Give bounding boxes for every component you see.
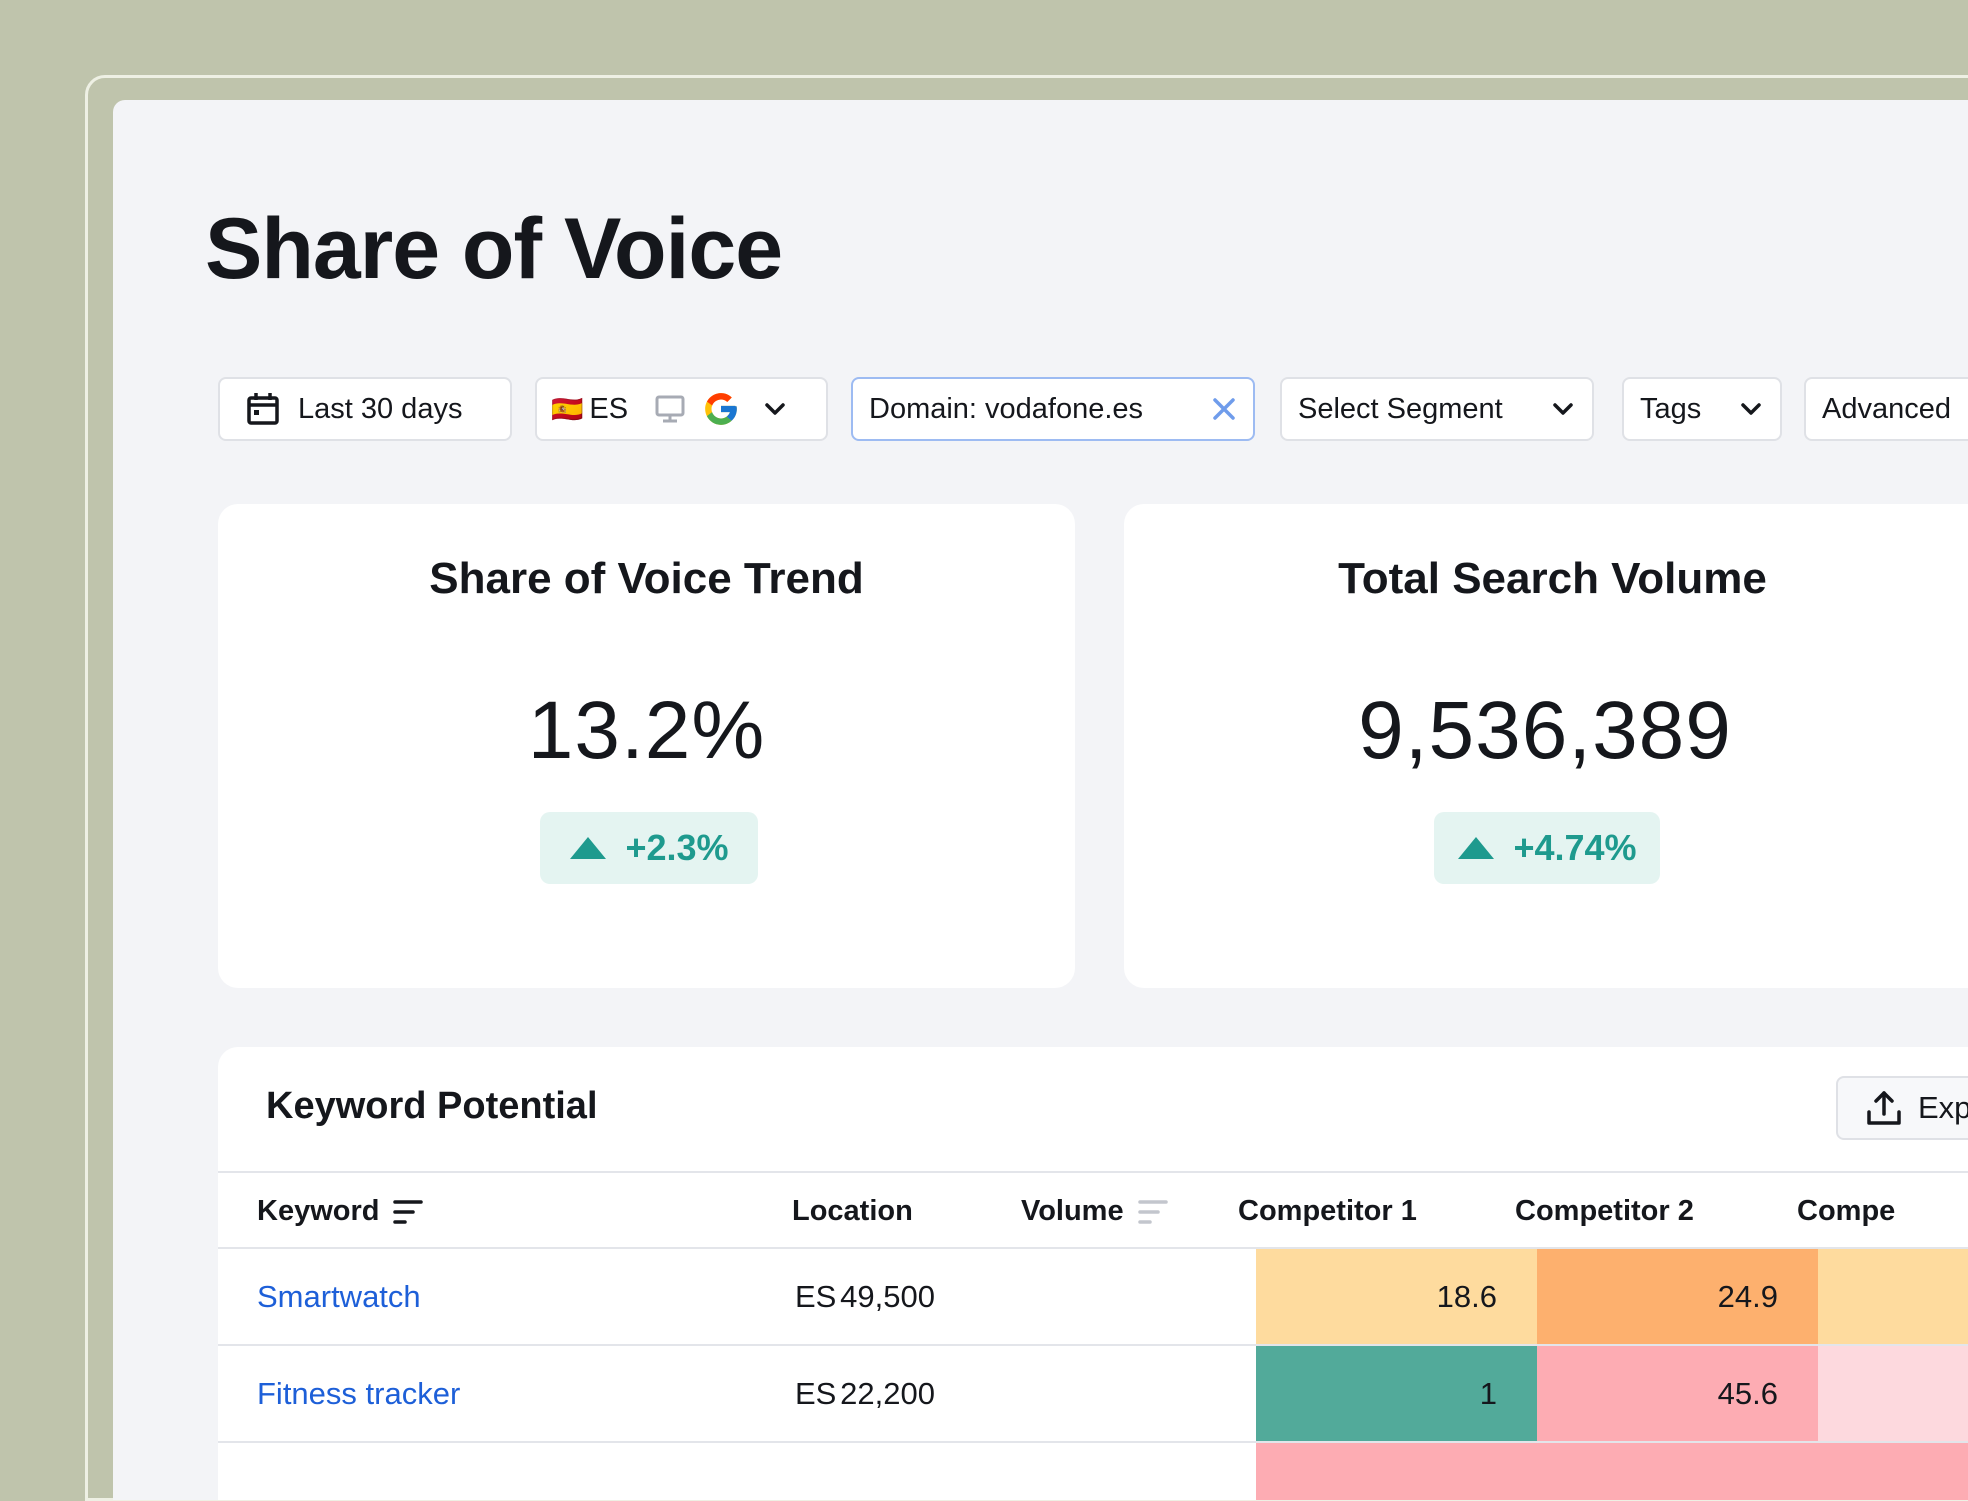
- table-row: Fitness tracker ES 22,200 1 45.6: [218, 1346, 1968, 1443]
- column-header-competitor-2[interactable]: Competitor 2: [1515, 1195, 1694, 1227]
- competitor-3-cell: [1818, 1346, 1968, 1441]
- location-cell: ES: [795, 1376, 837, 1411]
- column-header-keyword[interactable]: Keyword: [257, 1195, 424, 1228]
- advanced-filter-label: Advanced: [1822, 392, 1951, 425]
- competitor-cell: [1256, 1443, 1968, 1500]
- export-label: Exp: [1918, 1090, 1968, 1125]
- card-title: Total Search Volume: [1338, 554, 1767, 603]
- domain-filter[interactable]: Domain: vodafone.es: [851, 377, 1255, 441]
- spain-flag-icon: 🇪🇸: [551, 393, 584, 424]
- sort-icon[interactable]: [393, 1199, 424, 1225]
- competitor-2-cell: 45.6: [1537, 1346, 1818, 1441]
- column-label: Volume: [1021, 1195, 1124, 1227]
- table-row: Smartwatch ES 49,500 18.6 24.9: [218, 1249, 1968, 1346]
- location-engine-filter[interactable]: 🇪🇸 ES: [535, 377, 828, 441]
- column-label: Keyword: [257, 1195, 380, 1227]
- upload-icon: [1866, 1090, 1902, 1126]
- keyword-link[interactable]: Smartwatch: [257, 1279, 421, 1314]
- sort-icon[interactable]: [1137, 1199, 1168, 1225]
- change-value: +4.74%: [1513, 827, 1637, 868]
- chevron-down-icon: [1550, 396, 1576, 422]
- column-header-competitor-1[interactable]: Competitor 1: [1238, 1195, 1417, 1227]
- change-badge: +2.3%: [540, 812, 758, 884]
- segment-select-label: Select Segment: [1298, 392, 1503, 425]
- export-button[interactable]: Exp: [1836, 1076, 1968, 1140]
- country-code: ES: [589, 392, 629, 425]
- page-title: Share of Voice: [205, 201, 783, 297]
- table-header: Keyword Location Volume Competitor 1 Com…: [218, 1171, 1968, 1249]
- keyword-link[interactable]: Fitness tracker: [257, 1376, 461, 1411]
- advanced-filter[interactable]: Advanced: [1804, 377, 1968, 441]
- calendar-icon: [246, 392, 280, 426]
- search-volume-card: Total Search Volume 9,536,389 +4.74%: [1124, 504, 1968, 988]
- chevron-down-icon: [762, 396, 788, 422]
- change-badge: +4.74%: [1434, 812, 1660, 884]
- section-title: Keyword Potential: [266, 1085, 598, 1127]
- volume-cell: 22,200: [840, 1376, 935, 1411]
- keyword-potential-panel: Keyword Potential Exp Keyword Location V…: [218, 1047, 1968, 1500]
- segment-select[interactable]: Select Segment: [1280, 377, 1594, 441]
- sov-value: 13.2%: [527, 685, 766, 776]
- location-cell: ES: [795, 1279, 837, 1314]
- date-range-label: Last 30 days: [298, 392, 463, 425]
- column-header-volume[interactable]: Volume: [1021, 1195, 1168, 1228]
- date-range-filter[interactable]: Last 30 days: [218, 377, 512, 441]
- search-volume-value: 9,536,389: [1358, 685, 1732, 776]
- card-title: Share of Voice Trend: [429, 554, 864, 603]
- competitor-2-cell: 24.9: [1537, 1249, 1818, 1344]
- tags-select-label: Tags: [1640, 392, 1702, 425]
- sov-trend-card: Share of Voice Trend 13.2% +2.3%: [218, 504, 1075, 988]
- close-icon[interactable]: [1211, 396, 1237, 422]
- competitor-1-cell: 1: [1256, 1346, 1537, 1441]
- competitor-3-cell: [1818, 1249, 1968, 1344]
- tags-select[interactable]: Tags: [1622, 377, 1782, 441]
- chevron-down-icon: [1738, 396, 1764, 422]
- arrow-up-icon: [569, 836, 607, 860]
- column-header-location[interactable]: Location: [792, 1195, 913, 1227]
- google-icon: [702, 390, 740, 428]
- app-window: Share of Voice Last 30 days 🇪🇸 ES Domain…: [113, 100, 1968, 1500]
- column-header-competitor-3[interactable]: Compe: [1797, 1195, 1896, 1227]
- competitor-1-cell: 18.6: [1256, 1249, 1537, 1344]
- arrow-up-icon: [1457, 836, 1495, 860]
- table-row: [218, 1443, 1968, 1500]
- volume-cell: 49,500: [840, 1279, 935, 1314]
- change-value: +2.3%: [625, 827, 729, 868]
- desktop-icon: [654, 393, 686, 425]
- domain-filter-label: Domain: vodafone.es: [869, 392, 1144, 425]
